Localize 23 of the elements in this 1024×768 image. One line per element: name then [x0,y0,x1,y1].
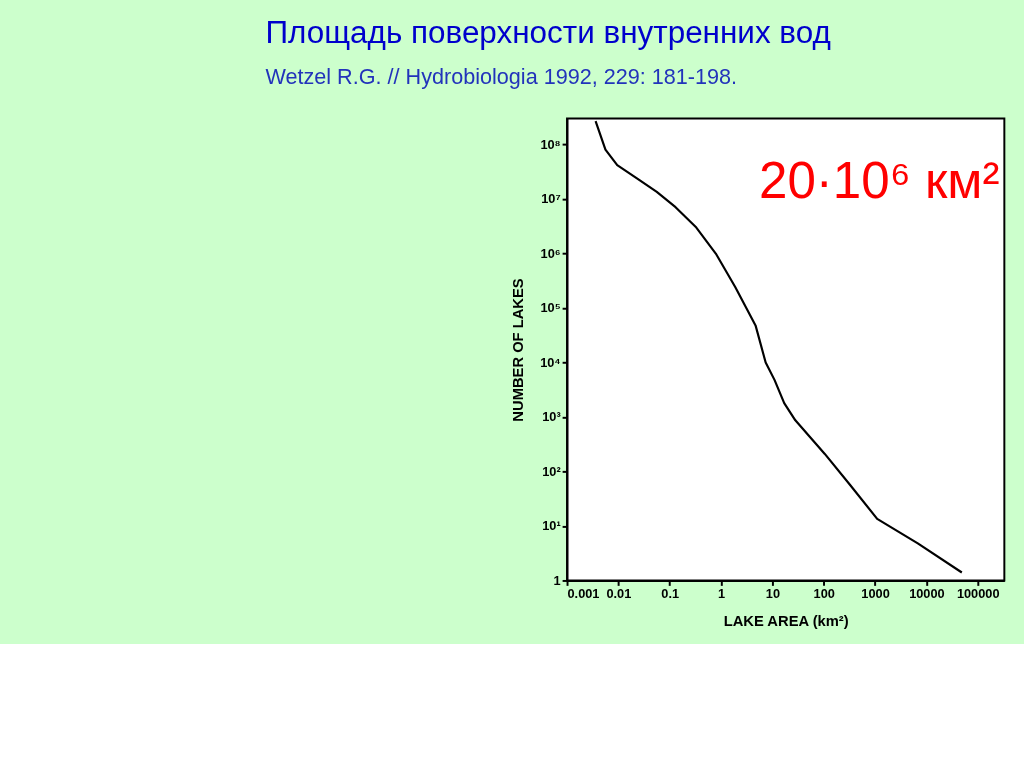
y-tick-label: 10² [542,463,561,479]
x-tick-label: 1000 [861,585,890,601]
annotation: 20·10⁶ км² [759,152,1000,210]
y-tick-label: 10¹ [542,518,561,534]
y-tick-label: 10⁸ [540,136,561,152]
x-tick-label: 1 [717,585,726,601]
y-axis-title: NUMBER OF LAKES [510,278,527,422]
x-axis-title: LAKE AREA (km²) [723,613,849,630]
y-tick-label: 10⁶ [540,245,561,261]
x-tick-label: 0.01 [606,585,632,601]
x-tick-label: 100 [813,585,835,601]
y-tick-label: 10⁷ [541,191,561,207]
y-tick-label: 10⁵ [540,300,561,316]
x-tick-label: 0.1 [661,585,680,601]
chart-subtitle: Wetzel R.G. // Hydrobiologia 1992, 229: 181-198. [265,64,738,90]
x-tick-label: 100000 [956,585,1000,601]
x-tick-label: 10000 [909,585,945,601]
y-tick-label: 10⁴ [540,354,561,370]
chart-title: Площадь поверхности внутренних вод [265,14,831,50]
y-tick-label: 10³ [542,409,561,425]
x-tick-label: 10 [765,585,780,601]
y-tick-label: 1 [553,572,561,588]
x-tick-label: 0.001 [567,585,600,601]
